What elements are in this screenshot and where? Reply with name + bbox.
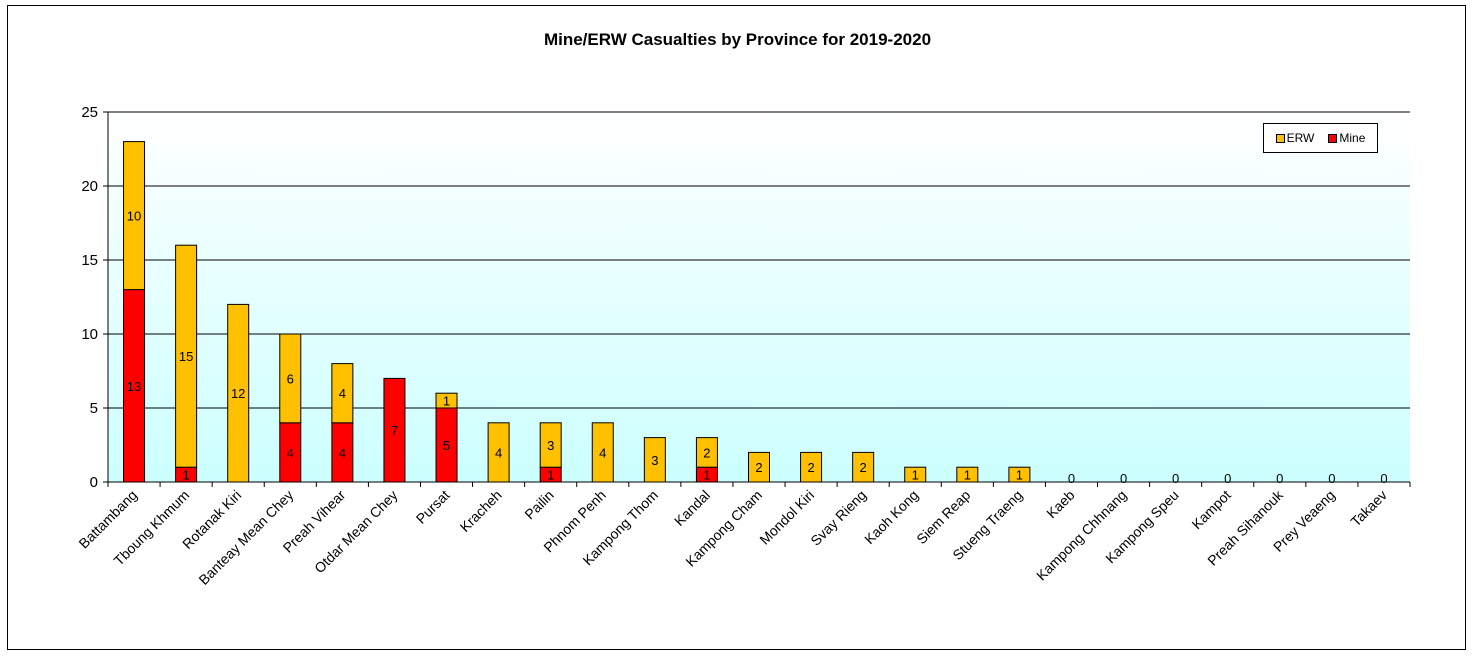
x-tick-label: Kracheh xyxy=(457,487,505,535)
data-label-zero: 0 xyxy=(1224,471,1231,486)
legend-swatch-mine xyxy=(1328,133,1338,143)
data-label-mine: 1 xyxy=(547,468,554,483)
data-label-erw: 4 xyxy=(495,445,502,460)
data-label-zero: 0 xyxy=(1068,471,1075,486)
bar-erw xyxy=(279,333,302,424)
legend-swatch-erw xyxy=(1275,133,1285,143)
x-tick-label: Pursat xyxy=(413,487,453,527)
bar-erw xyxy=(695,437,718,468)
bar-erw xyxy=(175,244,198,468)
data-label-zero: 0 xyxy=(1328,471,1335,486)
x-tick-label: Pailin xyxy=(521,487,557,523)
y-tick-label: 15 xyxy=(81,252,98,269)
data-label-zero: 0 xyxy=(1120,471,1127,486)
data-label-mine: 5 xyxy=(443,438,450,453)
y-tick-label: 0 xyxy=(90,474,98,491)
data-label-erw: 2 xyxy=(755,460,762,475)
data-label-erw: 1 xyxy=(912,468,919,483)
data-label-erw: 4 xyxy=(339,386,346,401)
x-tick-label: Kampot xyxy=(1188,487,1234,533)
plot-area xyxy=(108,112,1410,482)
data-label-erw: 3 xyxy=(547,438,554,453)
data-label-erw: 2 xyxy=(860,460,867,475)
data-label-mine: 7 xyxy=(391,423,398,438)
legend-label-erw: ERW xyxy=(1286,131,1315,145)
data-label-erw: 1 xyxy=(443,394,450,409)
x-tick-label: Kampong Chhnang xyxy=(1033,487,1130,584)
bar-erw xyxy=(123,141,146,291)
legend-item-mine: Mine xyxy=(1328,131,1365,145)
data-label-zero: 0 xyxy=(1380,471,1387,486)
y-tick-label: 25 xyxy=(81,104,98,121)
x-tick-label: Kandal xyxy=(671,487,713,529)
y-tick-label: 20 xyxy=(81,178,98,195)
x-tick-label: Takaev xyxy=(1347,487,1390,530)
y-tick-label: 10 xyxy=(81,326,98,343)
data-label-erw: 1 xyxy=(964,468,971,483)
y-tick-label: 5 xyxy=(90,400,98,417)
data-label-erw: 6 xyxy=(287,371,294,386)
data-label-erw: 3 xyxy=(651,453,658,468)
data-label-erw: 10 xyxy=(127,209,141,224)
data-label-erw: 15 xyxy=(179,349,193,364)
data-label-mine: 4 xyxy=(339,445,346,460)
data-label-zero: 0 xyxy=(1276,471,1283,486)
chart-title: Mine/ERW Casualties by Province for 2019… xyxy=(543,30,932,49)
data-label-erw: 12 xyxy=(231,386,245,401)
bar-erw xyxy=(435,392,458,409)
bar-erw xyxy=(539,422,562,468)
legend-label-mine: Mine xyxy=(1339,131,1366,145)
data-label-erw: 2 xyxy=(703,445,710,460)
data-label-mine: 1 xyxy=(703,468,710,483)
x-tick-label: Kaeb xyxy=(1043,487,1078,522)
data-label-erw: 2 xyxy=(807,460,814,475)
legend: ERW Mine xyxy=(1263,123,1378,153)
data-label-erw: 1 xyxy=(1016,468,1023,483)
legend-item-erw: ERW xyxy=(1275,131,1315,145)
data-label-mine: 4 xyxy=(287,445,294,460)
x-tick-label: Banteay Mean Chey xyxy=(195,487,296,588)
data-label-erw: 4 xyxy=(599,445,606,460)
x-tick-label: Svay Rieng xyxy=(807,487,869,549)
data-label-mine: 13 xyxy=(127,379,141,394)
x-tick-label: Kaoh Kong xyxy=(861,487,921,547)
data-label-mine: 1 xyxy=(183,468,190,483)
bar-erw xyxy=(331,363,354,424)
data-label-zero: 0 xyxy=(1172,471,1179,486)
